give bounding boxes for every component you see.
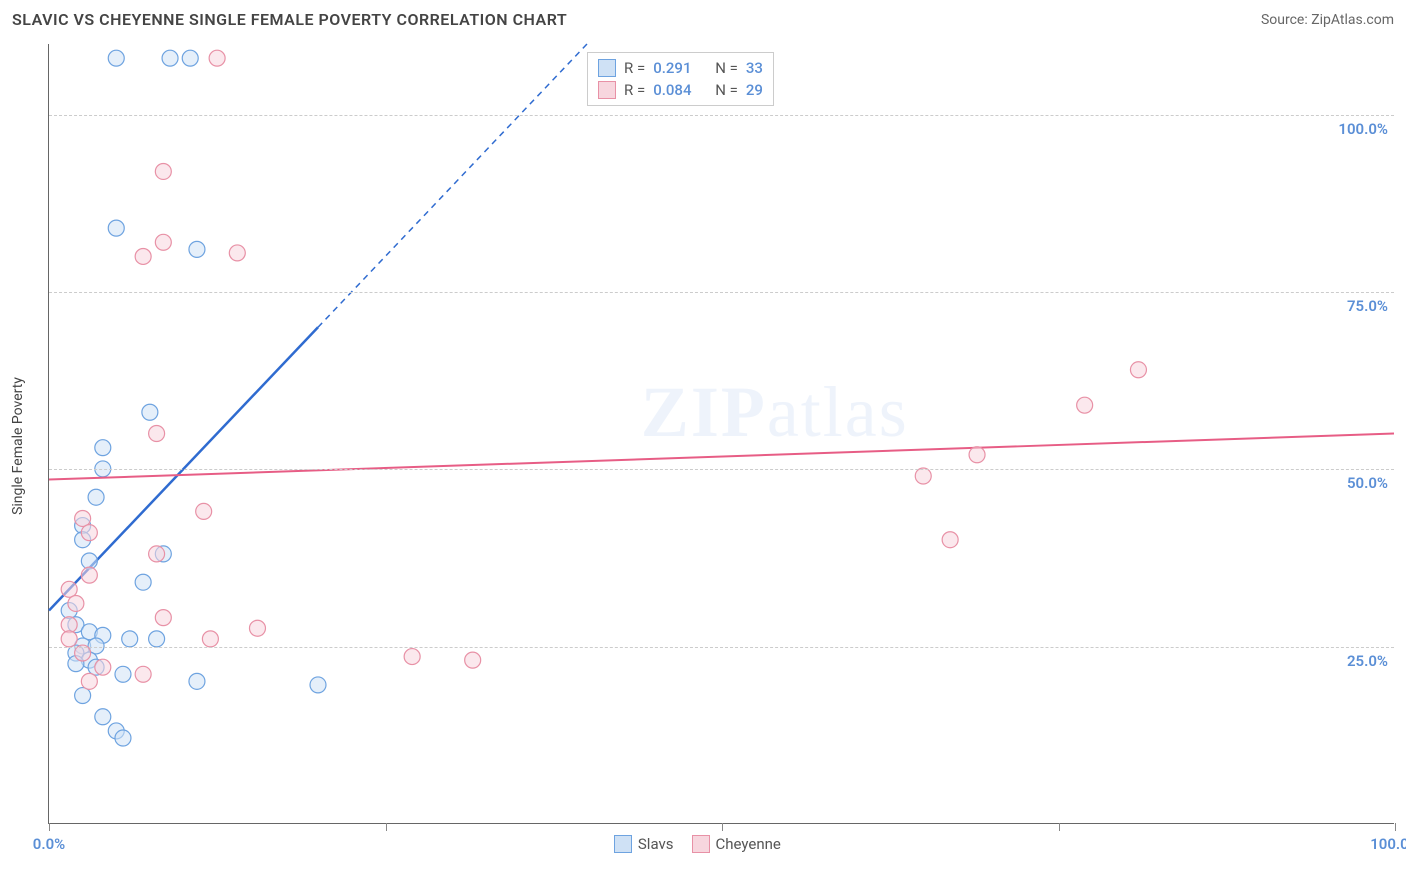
gridline-h bbox=[49, 647, 1394, 648]
scatter-point bbox=[68, 595, 84, 611]
legend-swatch bbox=[692, 835, 710, 853]
series-legend-item: Cheyenne bbox=[692, 835, 781, 853]
scatter-point bbox=[115, 730, 131, 746]
stat-n-label: N = bbox=[715, 81, 738, 99]
stat-r-label: R = bbox=[624, 81, 645, 99]
stat-n-value: 33 bbox=[746, 59, 763, 77]
scatter-point bbox=[149, 631, 165, 647]
y-tick-label: 75.0% bbox=[1347, 297, 1388, 315]
scatter-point bbox=[61, 581, 77, 597]
scatter-point bbox=[1077, 397, 1093, 413]
scatter-point bbox=[155, 234, 171, 250]
scatter-point bbox=[1130, 362, 1146, 378]
x-tick-label: 100.0% bbox=[1370, 835, 1406, 853]
series-name: Cheyenne bbox=[716, 835, 781, 853]
scatter-point bbox=[189, 673, 205, 689]
stats-row: R = 0.084 N = 29 bbox=[598, 79, 763, 101]
source-name: ZipAtlas.com bbox=[1311, 12, 1394, 28]
scatter-point bbox=[404, 649, 420, 665]
scatter-point bbox=[942, 532, 958, 548]
x-tick bbox=[49, 823, 50, 831]
scatter-point bbox=[182, 50, 198, 66]
trendline-dashed bbox=[318, 44, 587, 327]
x-tick-minor bbox=[1059, 823, 1060, 831]
scatter-point bbox=[189, 241, 205, 257]
scatter-point bbox=[229, 245, 245, 261]
source-label: Source: bbox=[1261, 12, 1311, 28]
scatter-point bbox=[115, 666, 131, 682]
scatter-point bbox=[108, 50, 124, 66]
scatter-point bbox=[969, 447, 985, 463]
scatter-point bbox=[196, 503, 212, 519]
x-tick bbox=[1395, 823, 1396, 831]
scatter-point bbox=[81, 567, 97, 583]
scatter-point bbox=[108, 220, 124, 236]
scatter-point bbox=[81, 673, 97, 689]
legend-swatch bbox=[598, 81, 616, 99]
scatter-point bbox=[155, 610, 171, 626]
stats-legend: R = 0.291 N = 33 R = 0.084 N = 29 bbox=[587, 52, 774, 106]
y-axis-title: Single Female Poverty bbox=[10, 377, 26, 515]
scatter-point bbox=[75, 688, 91, 704]
scatter-point bbox=[149, 426, 165, 442]
source-attribution: Source: ZipAtlas.com bbox=[1261, 12, 1394, 28]
scatter-point bbox=[122, 631, 138, 647]
legend-swatch bbox=[598, 59, 616, 77]
stat-n-label: N = bbox=[715, 59, 738, 77]
scatter-point bbox=[135, 666, 151, 682]
x-tick-label: 0.0% bbox=[33, 835, 65, 853]
chart-header: SLAVIC VS CHEYENNE SINGLE FEMALE POVERTY… bbox=[12, 10, 1394, 29]
y-tick-label: 50.0% bbox=[1347, 474, 1388, 492]
y-tick-label: 100.0% bbox=[1338, 120, 1388, 138]
scatter-point bbox=[95, 659, 111, 675]
scatter-point bbox=[135, 574, 151, 590]
stat-r-label: R = bbox=[624, 59, 645, 77]
gridline-h bbox=[49, 469, 1394, 470]
legend-swatch bbox=[614, 835, 632, 853]
x-tick bbox=[722, 823, 723, 831]
gridline-h bbox=[49, 115, 1394, 116]
scatter-point bbox=[465, 652, 481, 668]
scatter-svg bbox=[49, 44, 1394, 823]
series-legend: Slavs Cheyenne bbox=[614, 835, 781, 853]
scatter-point bbox=[142, 404, 158, 420]
scatter-point bbox=[61, 631, 77, 647]
scatter-point bbox=[162, 50, 178, 66]
scatter-point bbox=[149, 546, 165, 562]
scatter-point bbox=[209, 50, 225, 66]
x-tick-minor bbox=[386, 823, 387, 831]
series-legend-item: Slavs bbox=[614, 835, 674, 853]
scatter-point bbox=[135, 248, 151, 264]
chart-title: SLAVIC VS CHEYENNE SINGLE FEMALE POVERTY… bbox=[12, 10, 567, 29]
stat-n-value: 29 bbox=[746, 81, 763, 99]
scatter-point bbox=[310, 677, 326, 693]
gridline-h bbox=[49, 292, 1394, 293]
scatter-point bbox=[249, 620, 265, 636]
scatter-point bbox=[155, 163, 171, 179]
scatter-point bbox=[75, 510, 91, 526]
scatter-point bbox=[81, 525, 97, 541]
scatter-point bbox=[95, 709, 111, 725]
stat-r-value: 0.291 bbox=[653, 59, 707, 77]
chart-container: SLAVIC VS CHEYENNE SINGLE FEMALE POVERTY… bbox=[0, 0, 1406, 892]
scatter-point bbox=[202, 631, 218, 647]
stat-r-value: 0.084 bbox=[653, 81, 707, 99]
scatter-point bbox=[95, 440, 111, 456]
stats-row: R = 0.291 N = 33 bbox=[598, 57, 763, 79]
scatter-point bbox=[88, 489, 104, 505]
trendline bbox=[49, 434, 1394, 480]
series-name: Slavs bbox=[638, 835, 674, 853]
y-tick-label: 25.0% bbox=[1347, 652, 1388, 670]
plot-area: ZIPatlas R =0.291N =33R =0.084N =29 Slav… bbox=[48, 44, 1394, 824]
